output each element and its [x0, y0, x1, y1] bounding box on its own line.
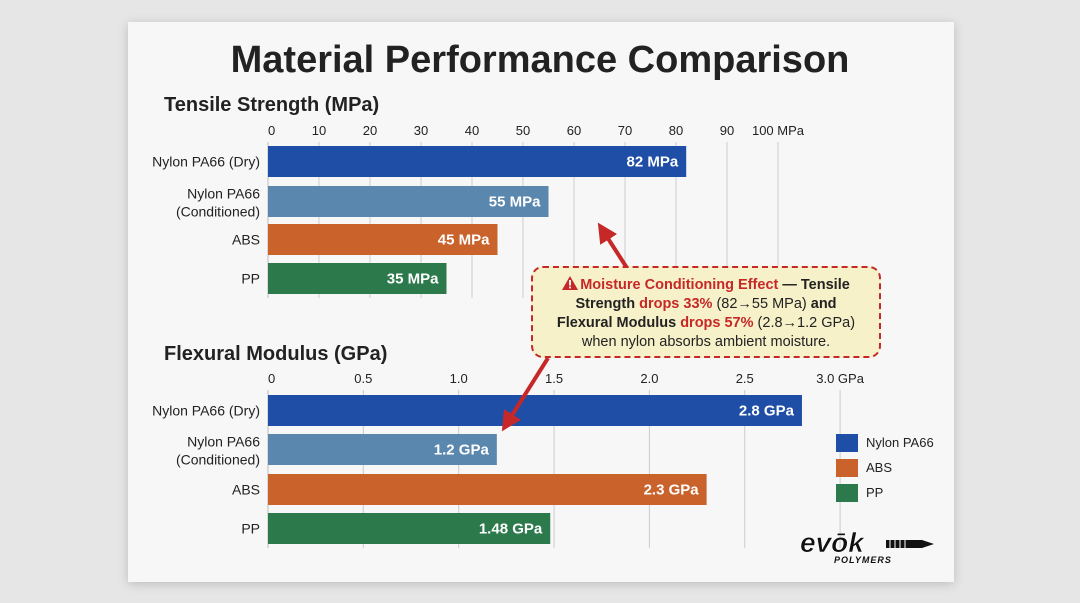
legend-label-abs: ABS — [866, 460, 893, 475]
tick-label-1-3: 1.5 — [545, 371, 563, 386]
moisture-callout: Moisture Conditioning Effect — Tensile S… — [531, 266, 881, 358]
tick-label-1-2: 1.0 — [450, 371, 468, 386]
bar-value-label-1-1: 1.2 GPa — [434, 442, 490, 459]
legend-item-pp: PP — [836, 480, 934, 505]
callout-line3-b: (2.8→1.2 GPa) — [753, 315, 856, 331]
callout-line3-a: Flexural Modulus — [556, 315, 681, 331]
tick-label-0-9: 90 — [720, 123, 734, 138]
svg-text:evōk: evōk — [800, 527, 865, 558]
tick-label-0-7: 70 — [618, 123, 632, 138]
bar-value-label-1-2: 2.3 GPa — [644, 482, 700, 499]
tick-label-0-4: 40 — [465, 123, 479, 138]
tick-label-1-5: 2.5 — [736, 371, 754, 386]
bar-value-label-0-3: 35 MPa — [387, 271, 439, 288]
tick-label-1-4: 2.0 — [640, 371, 658, 386]
callout-title: Moisture Conditioning Effect — [580, 277, 779, 293]
category-label-0-1-line0: Nylon PA66 — [187, 186, 260, 202]
category-label-0-1-line1: (Conditioned) — [176, 204, 260, 220]
category-label-1-2: ABS — [232, 482, 260, 498]
legend-item-abs: ABS — [836, 455, 934, 480]
evok-polymers-logo: evōk POLYMERS — [800, 527, 934, 565]
category-label-0-0: Nylon PA66 (Dry) — [152, 154, 260, 170]
chart-subtitle-1: Flexural Modulus (GPa) — [164, 343, 387, 365]
callout-arrow-down — [501, 356, 550, 432]
bar-value-label-1-0: 2.8 GPa — [739, 403, 795, 420]
callout-line3-red: drops 57% — [680, 315, 754, 331]
tick-label-0-6: 60 — [567, 123, 581, 138]
chart-title: Material Performance Comparison — [231, 39, 850, 81]
bar-1-2 — [268, 474, 707, 505]
callout-line2-a: Strength — [575, 296, 640, 312]
callout-line4: when nylon absorbs ambient moisture. — [581, 334, 831, 350]
tick-label-0-8: 80 — [669, 123, 683, 138]
bar-value-label-0-1: 55 MPa — [489, 194, 541, 211]
bar-1-3 — [268, 513, 551, 544]
bar-1-0 — [268, 395, 802, 426]
bar-0-3 — [268, 263, 447, 294]
tick-label-0-10: 100 MPa — [752, 123, 805, 138]
callout-line2-c: and — [806, 296, 837, 312]
category-label-1-1-line1: (Conditioned) — [176, 452, 260, 468]
bar-0-2 — [268, 224, 498, 255]
bar-value-label-0-2: 45 MPa — [438, 232, 490, 249]
tick-label-1-0: 0 — [268, 371, 275, 386]
bar-1-1 — [268, 434, 497, 465]
bar-0-1 — [268, 186, 549, 217]
callout-line2-b: (82→55 MPa) — [712, 296, 807, 312]
tick-label-1-1: 0.5 — [354, 371, 372, 386]
callout-dash: — Tensile — [778, 277, 850, 293]
tick-label-0-3: 30 — [414, 123, 428, 138]
callout-arrow-up — [597, 222, 629, 270]
tick-label-1-6: 3.0 GPa — [816, 371, 864, 386]
category-label-1-3: PP — [241, 521, 260, 537]
tick-label-0-5: 50 — [516, 123, 530, 138]
warning-icon — [562, 276, 579, 290]
legend-item-nylon: Nylon PA66 — [836, 430, 934, 455]
callout-line2-red: drops 33% — [639, 296, 713, 312]
legend: Nylon PA66 ABS PP — [836, 430, 934, 505]
category-label-1-1-line0: Nylon PA66 — [187, 434, 260, 450]
bar-0-0 — [268, 146, 687, 177]
category-label-0-3: PP — [241, 271, 260, 287]
category-label-1-0: Nylon PA66 (Dry) — [152, 403, 260, 419]
chart-subtitle-0: Tensile Strength (MPa) — [164, 94, 379, 116]
legend-label-pp: PP — [866, 485, 884, 500]
tick-label-0-1: 10 — [312, 123, 326, 138]
legend-swatch-nylon — [836, 433, 858, 452]
legend-label-nylon: Nylon PA66 — [866, 435, 934, 450]
bar-value-label-0-0: 82 MPa — [626, 154, 678, 171]
svg-text:POLYMERS: POLYMERS — [834, 555, 892, 565]
legend-swatch-abs — [836, 458, 858, 477]
tick-label-0-2: 20 — [363, 123, 377, 138]
tick-label-0-0: 0 — [268, 123, 275, 138]
category-label-0-2: ABS — [232, 232, 260, 248]
legend-swatch-pp — [836, 483, 858, 502]
bar-value-label-1-3: 1.48 GPa — [479, 521, 543, 538]
